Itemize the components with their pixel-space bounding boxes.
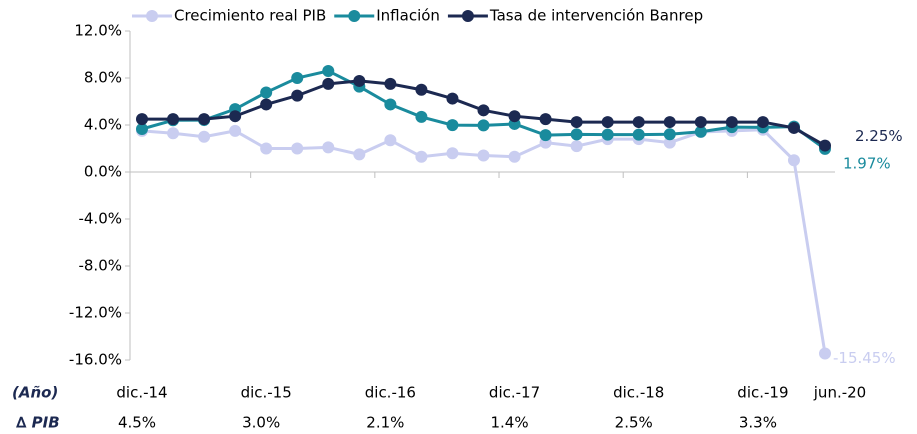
data-point [322, 77, 335, 90]
data-point [353, 74, 366, 87]
data-point [694, 125, 707, 138]
data-point [260, 142, 273, 155]
data-point [229, 124, 242, 137]
data-point [819, 139, 831, 152]
data-point [322, 141, 335, 154]
x-tick-label: dic.-17 [489, 384, 540, 402]
legend-label: Tasa de intervención Banrep [489, 7, 703, 25]
data-point [167, 127, 180, 140]
data-point [477, 104, 490, 117]
data-point [663, 116, 676, 129]
table-value: 3.0% [242, 414, 280, 432]
data-point [663, 136, 676, 149]
data-point [198, 130, 211, 143]
end-label: 2.25% [855, 127, 903, 145]
data-point [601, 116, 614, 129]
series-line [141, 128, 827, 354]
y-tick-label: 4.0% [84, 116, 122, 134]
data-point [663, 128, 676, 141]
data-point [539, 113, 552, 126]
data-point [539, 129, 552, 142]
table-value: 2.1% [366, 414, 404, 432]
table-row-label: ∆ PIB [16, 414, 60, 432]
data-point [446, 92, 459, 105]
data-point [446, 119, 459, 132]
data-point [415, 110, 428, 123]
data-point [353, 148, 366, 161]
x-tick-label: dic.-15 [241, 384, 292, 402]
data-point [477, 119, 490, 132]
table-value: 2.5% [615, 414, 653, 432]
table-value: 1.4% [490, 414, 528, 432]
data-point [508, 110, 521, 123]
data-point [260, 98, 273, 111]
legend-marker [146, 10, 158, 22]
data-point [508, 150, 521, 163]
data-point [415, 150, 428, 163]
data-point [384, 77, 397, 90]
data-point [725, 116, 738, 129]
data-point [694, 116, 707, 129]
data-point [291, 142, 304, 155]
y-tick-label: -16.0% [69, 351, 122, 369]
data-point [167, 113, 180, 126]
y-tick-label: 12.0% [74, 22, 122, 40]
y-tick-label: -8.0% [78, 257, 122, 275]
y-tick-label: 0.0% [84, 163, 122, 181]
y-tick-label: -4.0% [78, 210, 122, 228]
end-label: -15.45% [833, 349, 896, 367]
data-point [229, 110, 242, 123]
data-point [601, 128, 614, 141]
x-tick-label: dic.-19 [737, 384, 788, 402]
legend-label: Inflación [376, 7, 440, 25]
data-point [415, 83, 428, 96]
data-point [136, 113, 148, 126]
data-point [632, 128, 645, 141]
data-point [322, 64, 335, 77]
y-tick-label: -12.0% [69, 304, 122, 322]
data-point [136, 122, 148, 135]
x-tick-label: dic.-14 [116, 384, 167, 402]
data-point [570, 116, 583, 129]
data-point [291, 72, 304, 84]
data-point [819, 347, 831, 360]
data-point [260, 86, 273, 99]
x-tick-label: jun.-20 [813, 384, 866, 402]
legend-label: Crecimiento real PIB [174, 7, 326, 25]
table-header: (Año) [12, 384, 58, 402]
x-tick-label: dic.-18 [613, 384, 664, 402]
table-value: 4.5% [118, 414, 156, 432]
end-label: 1.97% [843, 154, 891, 172]
data-point [632, 116, 645, 129]
y-tick-label: 8.0% [84, 69, 122, 87]
data-point [787, 121, 800, 134]
data-point [570, 128, 583, 141]
table-value: 3.3% [739, 414, 777, 432]
data-point [384, 134, 397, 147]
data-point [291, 89, 304, 102]
data-point [756, 116, 769, 129]
data-point [198, 113, 211, 126]
legend-marker [348, 10, 361, 22]
data-point [570, 140, 583, 153]
x-tick-label: dic.-16 [365, 384, 416, 402]
data-point [446, 147, 459, 160]
data-point [477, 149, 490, 162]
legend-marker [461, 10, 474, 22]
data-point [787, 154, 800, 167]
data-point [384, 98, 397, 111]
